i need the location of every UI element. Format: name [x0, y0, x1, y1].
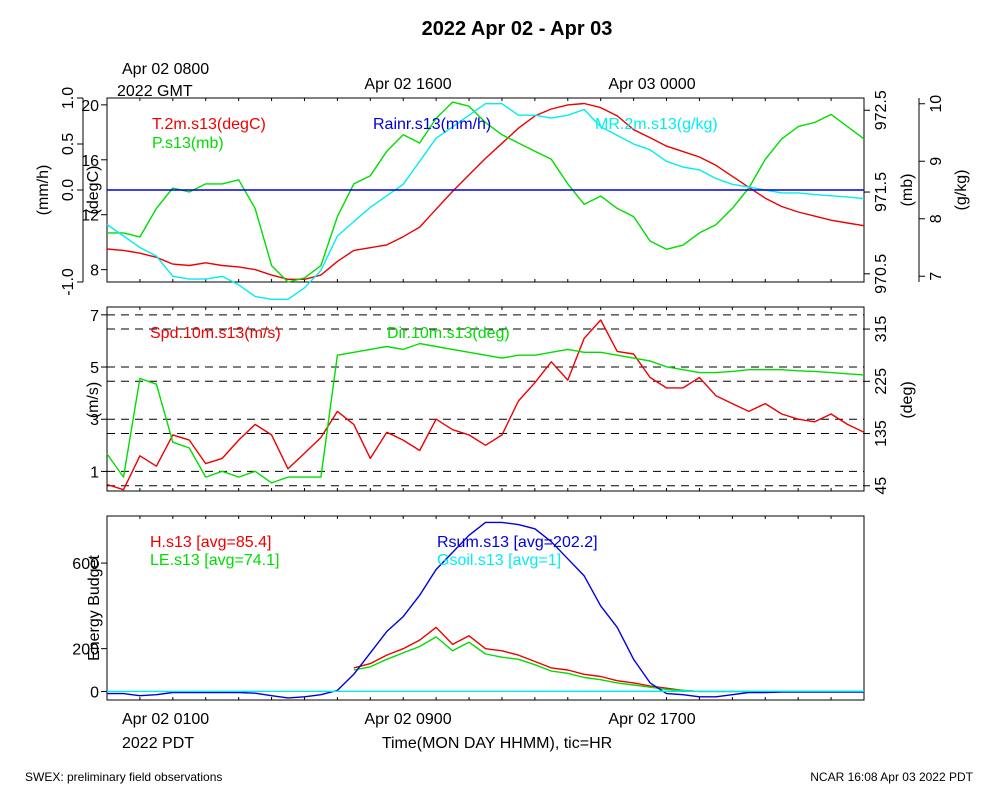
panel-1-left-inner-axis-label: (degC) [85, 166, 102, 215]
panel-2-lines [106, 319, 865, 491]
top-time-label-3: Apr 03 0000 [608, 76, 695, 93]
top-time-label-1b: 2022 GMT [117, 83, 193, 100]
panel-1-left-outer-axis-label: (mm/h) [35, 165, 52, 216]
footer-right: NCAR 16:08 Apr 03 2022 PDT [810, 770, 973, 784]
speed-axis-tick-label: 7 [90, 308, 99, 325]
rain-axis-tick-label: 0.5 [60, 133, 77, 155]
direction-axis-tick-label: 45 [873, 477, 890, 495]
pressure-series-line [107, 101, 865, 283]
legend-rain-rate: Rainr.s13(mm/h) [373, 116, 491, 133]
bottom-time-label-1a: Apr 02 0100 [122, 711, 209, 728]
legend-pressure: P.s13(mb) [152, 135, 224, 152]
legend-wind-direction: Dir.10m.s13(deg) [387, 325, 510, 342]
rain-axis-tick-label: 0.0 [60, 179, 77, 201]
bottom-time-label-2: Apr 02 0900 [364, 711, 451, 728]
wind-direction-series-line [106, 342, 865, 484]
panel-1-axes: -1.0 0.0 0.5 1.0 8 12 16 20 970.5 971.5 972.5 7 8 9 10 [60, 87, 945, 296]
radiation-sum-series-line [107, 521, 864, 699]
bottom-time-label-1b: 2022 PDT [122, 735, 194, 752]
pressure-axis-tick-label: 970.5 [873, 254, 890, 294]
top-time-label-1a: Apr 02 0800 [122, 61, 209, 78]
x-axis-label: Time(MON DAY HHMM), tic=HR [382, 735, 612, 752]
legend-sensible-heat: H.s13 [avg=85.4] [150, 534, 271, 551]
direction-axis-tick-label: 225 [873, 368, 890, 395]
legend-wind-speed: Spd.10m.s13(m/s) [150, 325, 281, 342]
speed-axis-tick-label: 1 [90, 464, 99, 481]
speed-axis-tick-label: 3 [90, 412, 99, 429]
direction-axis-tick-label: 315 [873, 316, 890, 343]
mr-axis-tick-label: 8 [928, 214, 945, 223]
legend-mixing-ratio: MR.2m.s13(g/kg) [595, 116, 718, 133]
panel-2-frame [106, 306, 865, 492]
bottom-time-label-3: Apr 02 1700 [608, 711, 695, 728]
temp-axis-tick-label: 16 [81, 153, 99, 170]
rain-axis-tick-label: 1.0 [60, 87, 77, 109]
direction-axis-tick-label: 135 [873, 420, 890, 447]
mixing-ratio-series-line [106, 102, 865, 300]
panel-3-axes: 0 200 600 [72, 516, 865, 701]
page-title: 2022 Apr 02 - Apr 03 [422, 18, 613, 40]
wind-speed-series-line [106, 319, 865, 491]
footer-left: SWEX: preliminary field observations [25, 770, 222, 784]
panel-1-lines [106, 101, 865, 300]
pressure-axis-tick-label: 971.5 [873, 172, 890, 212]
mr-axis-tick-label: 7 [928, 272, 945, 281]
mr-axis-tick-label: 10 [928, 95, 945, 113]
panel-3-lines [106, 521, 865, 699]
legend-radiation-sum: Rsum.s13 [avg=202.2] [437, 534, 598, 551]
legend-soil-heat: Gsoil.s13 [avg=1] [437, 552, 561, 569]
panel-2-right-axis-label: (deg) [899, 381, 916, 418]
panel-1-right-outer-axis-label: (g/kg) [953, 170, 970, 211]
energy-axis-tick-label: 600 [72, 556, 99, 573]
panel-2-left-axis-label: (m/s) [85, 382, 102, 418]
mr-axis-tick-label: 9 [928, 157, 945, 166]
pressure-axis-tick-label: 972.5 [873, 90, 890, 130]
panel-3-frame [106, 515, 865, 701]
panel-3-left-axis-label: Energy Budget [86, 555, 103, 661]
legend-temperature: T.2m.s13(degC) [152, 116, 266, 133]
legend-latent-heat: LE.s13 [avg=74.1] [150, 552, 279, 569]
energy-axis-tick-label: 200 [72, 642, 99, 659]
speed-axis-tick-label: 5 [90, 360, 99, 377]
panel-1-right-inner-axis-label: (mb) [899, 174, 916, 207]
top-time-label-2: Apr 02 1600 [364, 76, 451, 93]
latent-heat-series-line [353, 636, 864, 693]
energy-axis-tick-label: 0 [90, 684, 99, 701]
temp-axis-tick-label: 12 [81, 208, 99, 225]
rain-axis-tick-label: -1.0 [60, 268, 77, 296]
temp-axis-tick-label: 8 [90, 263, 99, 280]
temp-axis-tick-label: 20 [81, 98, 99, 115]
temperature-series-line [106, 102, 865, 280]
